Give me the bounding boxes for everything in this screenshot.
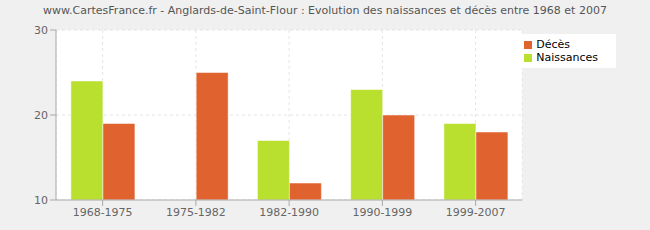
- svg-text:1975-1982: 1975-1982: [166, 206, 226, 219]
- svg-text:1990-1999: 1990-1999: [352, 206, 412, 219]
- svg-text:1968-1975: 1968-1975: [73, 206, 133, 219]
- html-text:www.CartesFrance.fr - Anglards: www.CartesFrance.fr - Anglards-de-Saint-…: [43, 4, 607, 17]
- html-text:Naissances: Naissances: [536, 51, 598, 64]
- html-text:Décès: Décès: [536, 38, 570, 51]
- svg-text:10: 10: [34, 194, 48, 207]
- svg-text:20: 20: [34, 109, 48, 122]
- svg-text:1982-1990: 1982-1990: [259, 206, 319, 219]
- svg-text:1999-2007: 1999-2007: [446, 206, 506, 219]
- svg-text:30: 30: [34, 24, 48, 37]
